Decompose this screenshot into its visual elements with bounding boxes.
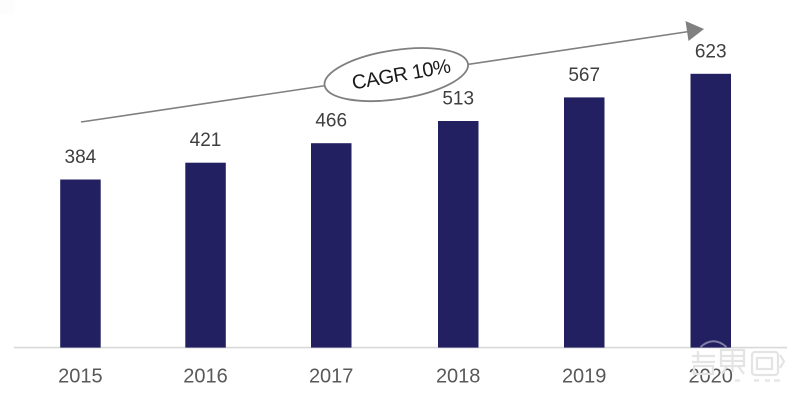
svg-text:2018: 2018 [436,366,481,388]
svg-text:2017: 2017 [309,366,354,388]
svg-text:623: 623 [695,41,727,62]
svg-text:421: 421 [190,130,222,151]
svg-text:567: 567 [568,65,600,86]
svg-text:384: 384 [65,147,97,168]
svg-text:2015: 2015 [58,366,103,388]
svg-text:513: 513 [442,89,474,110]
svg-text:2016: 2016 [183,366,228,388]
svg-text:2019: 2019 [562,366,607,388]
svg-text:466: 466 [315,111,347,132]
svg-text:2020: 2020 [688,366,733,388]
